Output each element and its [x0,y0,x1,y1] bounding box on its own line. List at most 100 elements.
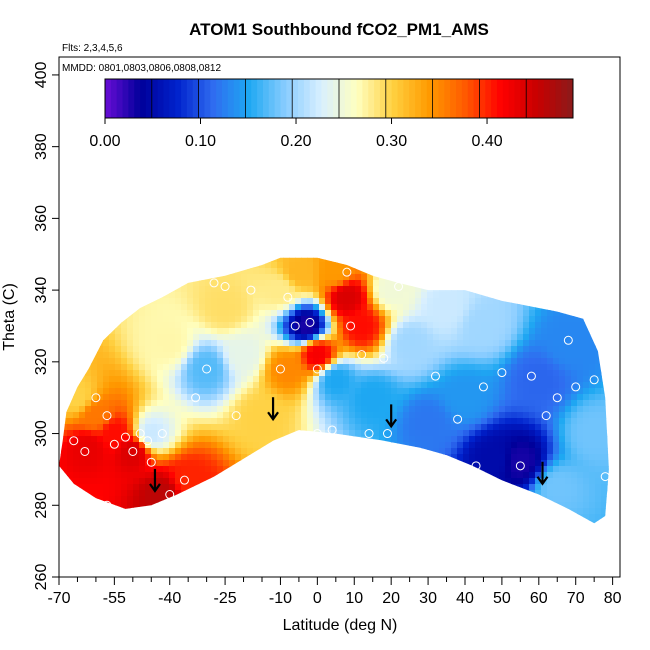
field-cell [301,280,308,287]
field-cell [187,478,194,485]
field-cell [325,376,332,383]
field-cell [433,424,440,431]
field-cell [121,382,128,389]
field-cell [427,454,434,461]
field-cell [217,250,224,257]
field-cell [187,286,194,293]
field-cell [175,490,182,497]
field-cell [91,424,98,431]
field-cell [373,460,380,467]
field-cell [349,424,356,431]
field-cell [61,472,68,479]
field-cell [385,370,392,377]
field-cell [307,442,314,449]
field-cell [373,436,380,443]
field-cell [199,412,206,419]
field-cell [259,430,266,437]
field-cell [319,502,326,509]
field-cell [109,436,116,443]
field-cell [85,340,92,347]
field-cell [511,496,518,503]
field-cell [259,364,266,371]
field-cell [523,322,530,329]
field-cell [73,274,80,281]
field-cell [553,496,560,503]
field-cell [535,508,542,515]
field-cell [67,478,74,485]
field-cell [301,298,308,305]
field-cell [337,394,344,401]
field-cell [187,502,194,509]
field-cell [529,280,536,287]
field-cell [409,496,416,503]
field-cell [325,346,332,353]
field-cell [427,358,434,365]
field-cell [421,340,428,347]
flight-arrow [267,397,279,422]
field-cell [205,328,212,335]
field-cell [367,334,374,341]
field-cell [451,496,458,503]
field-cell [427,262,434,269]
field-cell [157,257,164,263]
field-cell [247,250,254,257]
field-cell [391,262,398,269]
field-cell [421,520,428,524]
field-cell [79,532,86,539]
field-cell [151,424,158,431]
field-cell [205,412,212,419]
field-cell [373,526,380,533]
field-cell [589,268,596,275]
field-cell [499,340,506,347]
field-cell [601,382,608,389]
field-cell [289,310,296,317]
field-cell [253,376,260,383]
field-cell [145,376,152,383]
field-cell [325,466,332,473]
field-cell [439,466,446,473]
field-cell [487,514,494,521]
field-cell [505,478,512,485]
field-cell [583,268,590,275]
field-cell [529,257,536,263]
field-cell [103,514,110,521]
field-cell [565,286,572,293]
field-cell [223,502,230,509]
field-cell [79,382,86,389]
field-cell [607,514,609,521]
field-cell [397,406,404,413]
field-cell [103,388,110,395]
field-cell [289,292,296,299]
field-cell [433,406,440,413]
field-cell [157,262,164,269]
field-cell [439,268,446,275]
field-cell [259,286,266,293]
field-cell [523,304,530,311]
field-cell [109,370,116,377]
field-cell [559,316,566,323]
field-cell [79,358,86,365]
field-cell [493,424,500,431]
field-cell [607,490,609,497]
field-cell [523,490,530,497]
colorbar-segment [116,79,124,118]
field-cell [301,466,308,473]
field-cell [115,376,122,383]
field-cell [277,316,284,323]
field-cell [121,364,128,371]
field-cell [403,460,410,467]
field-cell [247,442,254,449]
field-cell [439,394,446,401]
field-cell [385,268,392,275]
field-cell [343,532,350,539]
field-cell [589,484,596,491]
field-cell [553,406,560,413]
field-cell [577,370,584,377]
field-cell [343,526,350,533]
field-cell [259,478,266,485]
field-cell [475,460,482,467]
field-cell [529,316,536,323]
field-cell [59,310,62,317]
field-cell [541,520,548,524]
field-cell [523,364,530,371]
